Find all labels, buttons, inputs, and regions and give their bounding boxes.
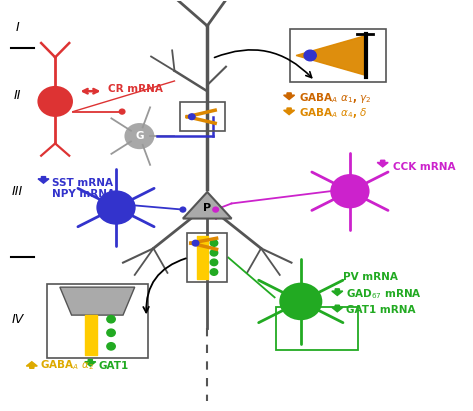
FancyBboxPatch shape: [290, 29, 386, 82]
Circle shape: [180, 207, 186, 212]
Text: CCK mRNA: CCK mRNA: [393, 162, 455, 172]
Circle shape: [96, 190, 136, 225]
Text: GABA$_A$ $\alpha_2$: GABA$_A$ $\alpha_2$: [40, 358, 94, 372]
Circle shape: [107, 316, 115, 323]
FancyArrow shape: [377, 160, 388, 167]
FancyArrow shape: [85, 360, 96, 366]
Text: GAD$_{67}$ mRNA: GAD$_{67}$ mRNA: [346, 287, 422, 301]
FancyArrow shape: [26, 362, 37, 368]
Text: GABA$_A$ $\alpha_4$, $\delta$: GABA$_A$ $\alpha_4$, $\delta$: [299, 106, 368, 120]
Polygon shape: [296, 36, 364, 75]
Text: P: P: [203, 203, 211, 212]
Circle shape: [107, 343, 115, 350]
Polygon shape: [183, 192, 232, 219]
Circle shape: [192, 240, 199, 246]
Text: G: G: [135, 131, 144, 141]
Circle shape: [107, 329, 115, 337]
FancyArrow shape: [38, 177, 49, 183]
Circle shape: [37, 86, 73, 117]
Circle shape: [279, 283, 322, 320]
Text: II: II: [14, 89, 21, 102]
Circle shape: [210, 269, 218, 275]
Text: SST mRNA: SST mRNA: [52, 178, 113, 188]
FancyArrow shape: [332, 305, 343, 312]
Circle shape: [304, 50, 316, 61]
Text: GAT1: GAT1: [98, 360, 129, 371]
Text: I: I: [16, 21, 20, 35]
Circle shape: [124, 123, 154, 149]
Text: III: III: [12, 185, 23, 198]
Circle shape: [119, 109, 125, 114]
FancyArrow shape: [332, 289, 343, 296]
Circle shape: [210, 249, 218, 256]
FancyArrow shape: [284, 93, 295, 99]
Circle shape: [330, 174, 369, 208]
Circle shape: [213, 207, 219, 212]
Text: CR mRNA: CR mRNA: [108, 84, 163, 94]
Polygon shape: [60, 287, 135, 315]
Text: GAT1 mRNA: GAT1 mRNA: [346, 305, 416, 315]
Circle shape: [210, 259, 218, 266]
Text: NPY mRNA: NPY mRNA: [52, 189, 115, 199]
Circle shape: [189, 114, 195, 120]
Circle shape: [210, 240, 218, 246]
Text: GABA$_A$ $\alpha_1$, $\gamma_2$: GABA$_A$ $\alpha_1$, $\gamma_2$: [299, 91, 372, 105]
Text: PV mRNA: PV mRNA: [343, 272, 398, 282]
FancyArrow shape: [284, 108, 295, 115]
Text: IV: IV: [12, 313, 24, 326]
